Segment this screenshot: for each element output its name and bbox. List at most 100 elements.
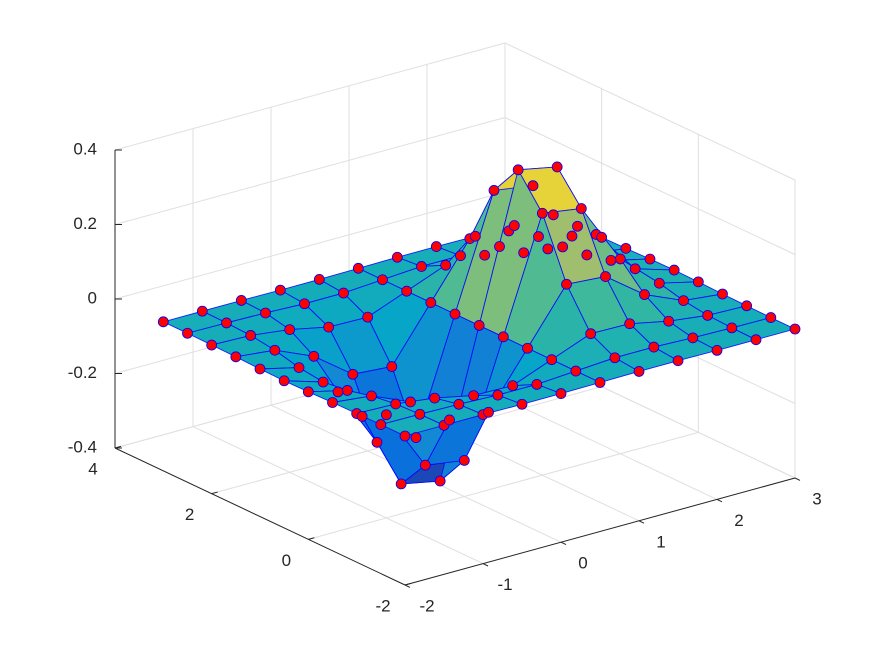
data-point [711, 344, 723, 356]
data-point [157, 316, 169, 328]
data-point [254, 363, 266, 375]
data-point [702, 309, 714, 321]
data-point [347, 368, 359, 380]
data-point [362, 311, 374, 323]
data-point [741, 300, 753, 312]
data-point [395, 478, 407, 490]
data-point [366, 390, 377, 402]
data-point [555, 388, 567, 399]
data-point [245, 330, 257, 341]
data-point [458, 455, 470, 466]
data-point [414, 408, 426, 420]
data-point [789, 323, 801, 335]
data-point [644, 253, 656, 265]
data-point [629, 263, 641, 275]
grid-line [308, 431, 699, 540]
data-point [536, 207, 548, 219]
data-point [594, 377, 606, 388]
data-point [274, 284, 286, 296]
data-point [323, 321, 335, 333]
grid-line [114, 42, 506, 151]
x-tick-label: 3 [812, 489, 821, 508]
data-point [473, 320, 485, 331]
data-point [561, 278, 572, 290]
data-point [633, 366, 645, 377]
data-point [278, 375, 290, 387]
data-point [419, 459, 431, 471]
data-point [542, 243, 554, 255]
x-tick-label: -2 [419, 596, 434, 615]
data-point [338, 287, 349, 299]
data-point [551, 161, 563, 173]
data-point [440, 259, 452, 271]
data-point [386, 361, 398, 372]
data-point [390, 398, 402, 410]
data-point [572, 220, 583, 232]
data-point [653, 277, 665, 289]
data-point [488, 185, 500, 196]
y-axis [114, 447, 406, 586]
data-point [425, 297, 437, 308]
data-point [639, 289, 650, 300]
data-point [581, 249, 593, 261]
data-point [401, 285, 413, 297]
data-point [522, 342, 533, 354]
data-point [692, 276, 704, 288]
z-tick-label: 0.4 [73, 139, 97, 158]
data-point [260, 307, 271, 319]
data-point [410, 432, 422, 443]
x-tick [560, 541, 567, 546]
data-point [497, 331, 509, 343]
grid-line [114, 117, 506, 225]
data-point [609, 352, 621, 364]
data-point [518, 247, 530, 259]
data-point [512, 164, 524, 176]
data-point [624, 318, 636, 330]
data-point [196, 305, 208, 317]
data-point [527, 180, 539, 192]
data-point [341, 385, 353, 396]
data-point [750, 334, 762, 346]
data-point [434, 475, 446, 487]
y-tick [211, 491, 218, 495]
data-point [302, 386, 314, 398]
data-point [399, 430, 411, 442]
data-point [620, 242, 632, 254]
data-point [516, 398, 528, 410]
data-point [614, 253, 626, 265]
data-point [557, 241, 569, 253]
data-point [313, 274, 325, 285]
grid-line [504, 117, 796, 255]
data-point [352, 262, 364, 274]
data-point [672, 355, 684, 367]
data-point [230, 351, 242, 363]
data-point [429, 392, 441, 404]
grid-line [504, 42, 796, 181]
data-point [765, 312, 777, 323]
data-point [531, 378, 543, 390]
x-tick [482, 563, 489, 567]
data-point [533, 231, 544, 242]
z-tick-label: 0.2 [73, 214, 97, 233]
data-point [430, 241, 442, 252]
z-tick-label: -0.4 [68, 437, 97, 456]
x-tick-label: 1 [656, 532, 665, 551]
data-point [479, 249, 491, 261]
data-point [687, 332, 699, 344]
data-point [377, 274, 388, 286]
data-point [449, 308, 461, 320]
data-point [455, 250, 466, 262]
z-tick-label: 0 [88, 288, 97, 307]
grid-line [192, 426, 484, 565]
x-axis [404, 477, 796, 586]
data-point [508, 220, 520, 231]
x-tick [794, 477, 801, 481]
data-point [546, 354, 558, 366]
data-point [453, 398, 465, 410]
data-point [206, 339, 218, 351]
x-tick-label: 2 [734, 511, 743, 530]
data-point [221, 317, 232, 329]
data-point [663, 315, 675, 327]
grid-line [114, 191, 506, 300]
